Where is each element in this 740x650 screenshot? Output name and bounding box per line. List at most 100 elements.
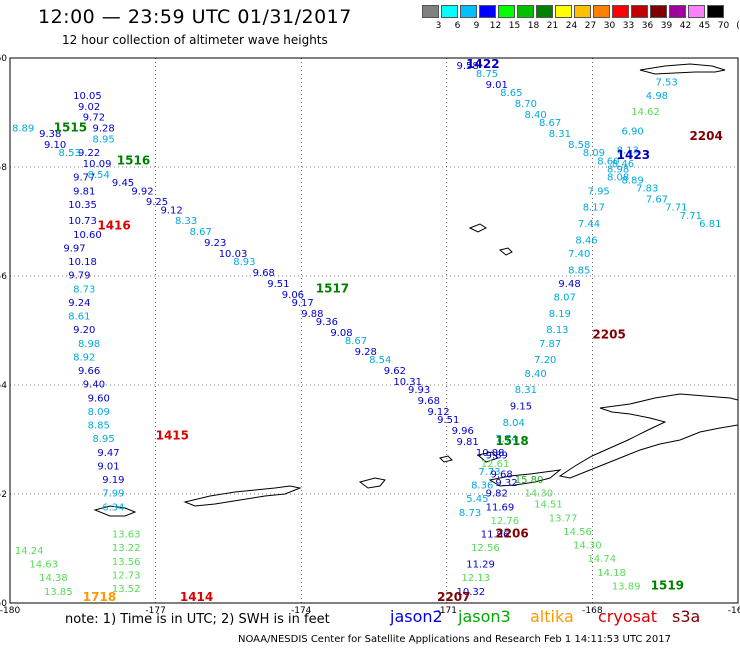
wave-height-label: 7.73	[478, 467, 500, 478]
pass-time-label: 1515	[54, 121, 87, 135]
legend-label: 3	[435, 21, 442, 31]
wave-height-label: 9.47	[97, 448, 119, 459]
altimeter-tracks: 9.588.759.018.658.708.408.678.318.588.09…	[12, 57, 723, 604]
footnote: note: 1) Time is in UTC; 2) SWH is in fe…	[65, 612, 330, 627]
wave-height-label: 8.73	[459, 508, 481, 519]
legend-swatch	[479, 5, 496, 18]
map-title: 12:00 — 23:59 UTC 01/31/2017	[38, 6, 352, 28]
wave-height-label: 8.61	[68, 312, 90, 323]
legend-label: 36	[641, 21, 654, 31]
lon-tick-label: -171	[437, 606, 457, 616]
wave-height-label: 13.56	[112, 557, 141, 568]
track-1517: 9.459.929.259.128.338.679.2310.038.939.6…	[112, 178, 509, 470]
wave-height-label: 12.61	[481, 459, 510, 470]
pass-time-label: 1416	[97, 219, 130, 233]
coastline-island-b	[476, 451, 499, 463]
legend-swatch	[460, 5, 477, 18]
wave-height-label: 7.53	[655, 77, 677, 88]
wave-height-label: 9.36	[316, 317, 338, 328]
wave-height-label: 6.34	[102, 502, 124, 513]
legend-swatch	[707, 5, 724, 18]
track-2207: 2207	[437, 590, 470, 604]
legend-swatch	[612, 5, 629, 18]
wave-height-label: 10.05	[73, 91, 102, 102]
legend-swatch	[650, 5, 667, 18]
wave-height-label: 10.35	[68, 200, 97, 211]
wave-height-label: 8.89	[12, 124, 34, 135]
wave-height-label: 9.22	[78, 148, 100, 159]
wave-height-label: 12.73	[112, 570, 141, 581]
mission-altika: altika	[530, 607, 574, 626]
wave-height-label: 8.54	[88, 170, 110, 181]
lon-tick-label: -174	[291, 606, 312, 616]
wave-height-label: 10.09	[83, 159, 112, 170]
lat-tick-label: 50	[0, 599, 7, 609]
legend-label: 42	[679, 21, 692, 31]
legend-label: 33	[622, 21, 635, 31]
wave-height-label: 13.77	[549, 513, 578, 524]
wave-height-label: 8.53	[59, 148, 81, 159]
wave-height-label: 8.13	[546, 325, 568, 336]
wave-height-label: 8.98	[607, 164, 629, 175]
legend-swatch	[498, 5, 515, 18]
wave-height-label: 9.60	[88, 393, 110, 404]
map-frame	[9, 57, 739, 604]
wave-height-label: 14.63	[29, 560, 58, 571]
wave-height-label: 9.02	[78, 102, 100, 113]
lat-tick-label: 52	[0, 490, 7, 500]
track-2204: 2204	[689, 129, 722, 143]
wave-height-label: 14.56	[563, 527, 592, 538]
wave-height-label: 8.54	[369, 355, 391, 366]
wave-height-label: 9.10	[44, 140, 66, 151]
wave-height-label: 8.70	[515, 99, 537, 110]
wave-height-label: 14.30	[524, 489, 553, 500]
wave-height-label: 8.46	[612, 159, 634, 170]
track-1718: 1718	[83, 590, 116, 604]
wave-height-label: 9.17	[291, 298, 313, 309]
wave-height-label: 13.85	[44, 587, 73, 598]
wave-height-label: 9.28	[355, 347, 377, 358]
wave-height-label: 9.72	[83, 113, 105, 124]
wave-height-label: 9.28	[93, 124, 115, 135]
wave-height-label: 9.12	[427, 407, 449, 418]
wave-height-label: 14.24	[15, 546, 44, 557]
wave-height-label: 9.97	[63, 243, 85, 254]
wave-height-label: 9.12	[160, 205, 182, 216]
wave-height-label: 8.60	[597, 156, 619, 167]
wave-height-label: 10.60	[73, 230, 102, 241]
wave-height-label: 8.40	[524, 369, 546, 380]
wave-height-label: 8.67	[539, 118, 561, 129]
wave-height-label: 9.81	[457, 437, 479, 448]
wave-height-label: 9.19	[102, 475, 124, 486]
coastline-island-a	[439, 455, 453, 463]
wave-height-label: 9.48	[558, 279, 580, 290]
wave-height-label: 9.79	[68, 271, 90, 282]
coastlines	[93, 63, 739, 517]
map-subtitle: 12 hour collection of altimeter wave hei…	[62, 33, 328, 47]
legend-label: 70	[717, 21, 730, 31]
pass-time-label: 1519	[651, 578, 684, 592]
wave-height-label: 9.45	[112, 178, 134, 189]
wave-height-label: 11.96	[481, 530, 510, 541]
wave-height-label: 8.17	[583, 203, 605, 214]
wave-height-label: 8.09	[88, 407, 110, 418]
legend-label: 15	[508, 21, 521, 31]
wave-height-label: 9.62	[384, 366, 406, 377]
wave-height-label: 8.93	[233, 257, 255, 268]
track-1515: 8.89 9.389.108.53 1515	[12, 121, 87, 160]
wave-height-label: 7.71	[665, 203, 687, 214]
wave-height-label: 6.81	[699, 219, 721, 230]
wave-height-label: 7.44	[578, 219, 600, 230]
wave-height-label: 9.01	[97, 461, 119, 472]
wave-height-label: 10.18	[68, 257, 97, 268]
legend-label: 45	[698, 21, 711, 31]
wave-height-label: 8.09	[583, 148, 605, 159]
wave-height-label: 6.90	[622, 126, 644, 137]
wave-height-label: 13.63	[112, 530, 141, 541]
wave-height-label: 14.18	[597, 568, 626, 579]
mission-jason2: jason2	[390, 607, 443, 626]
wave-height-label: 8.92	[73, 352, 95, 363]
wave-height-label: 9.66	[78, 366, 100, 377]
wave-height-label: 8.40	[524, 110, 546, 121]
